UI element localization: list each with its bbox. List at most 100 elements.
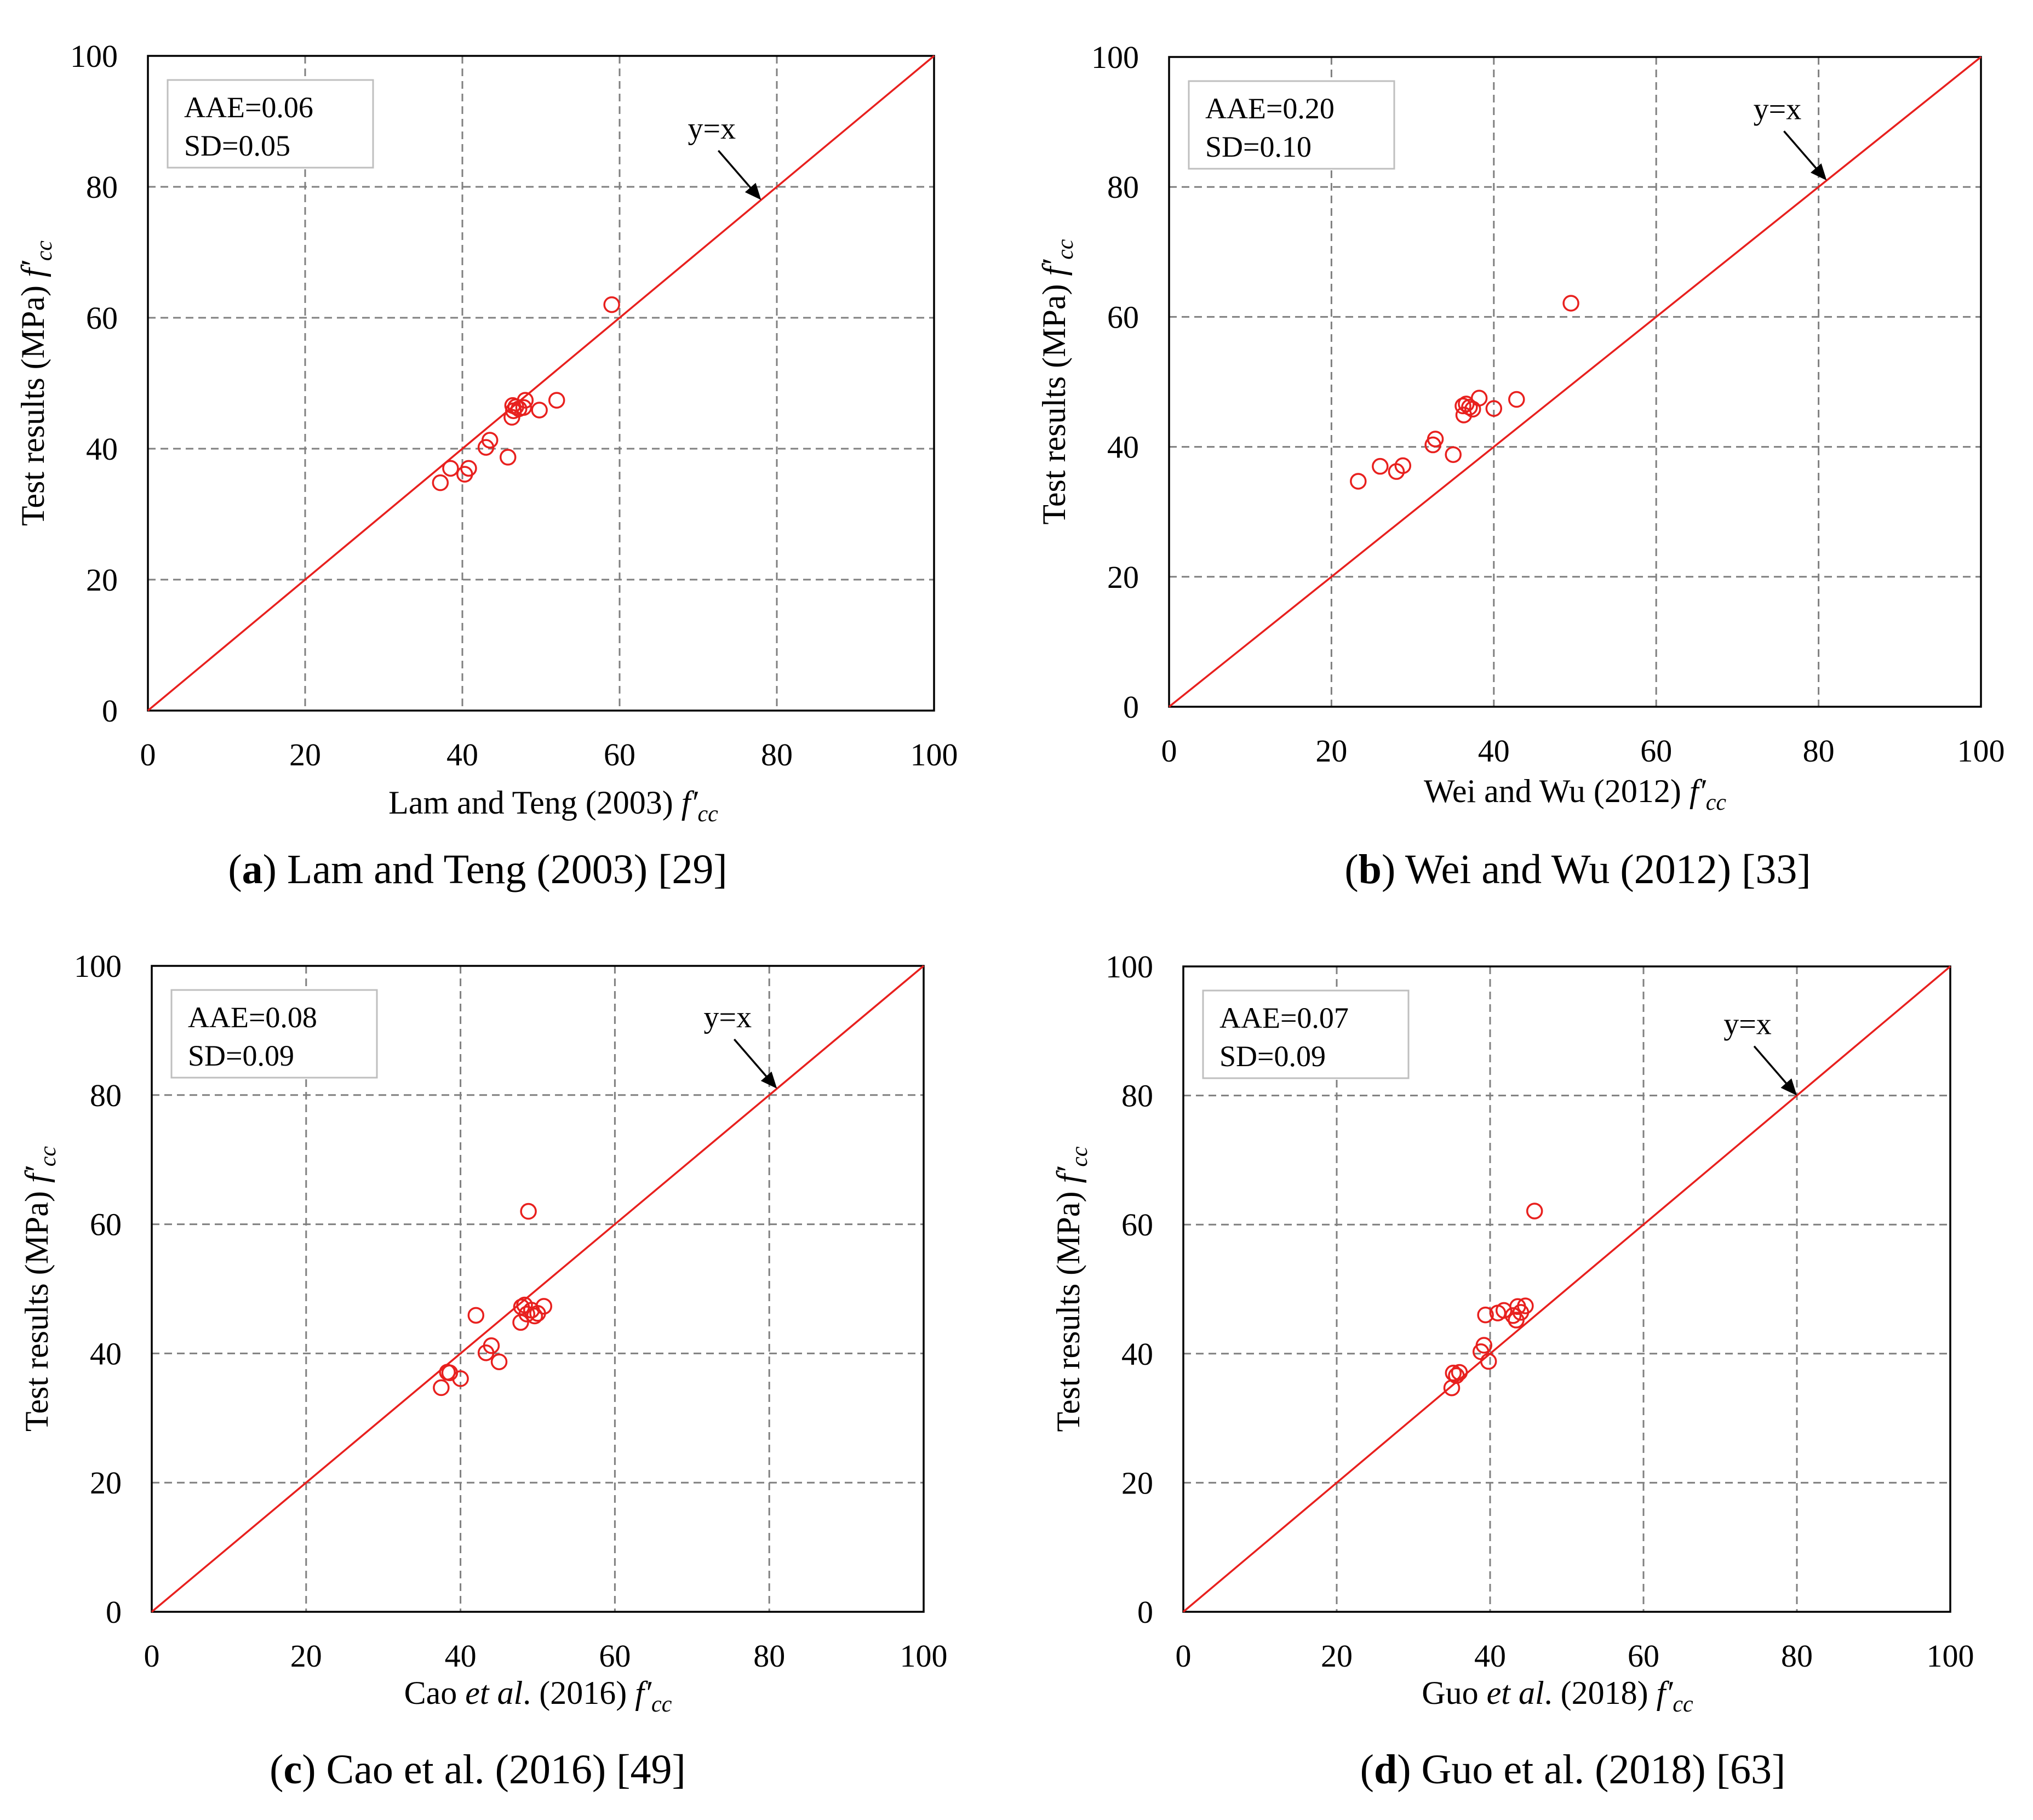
- data-point: [1562, 295, 1579, 312]
- x-tick-label: 0: [1176, 1638, 1192, 1674]
- panel-letter: c: [283, 1747, 302, 1793]
- x-tick-label: 40: [445, 1638, 477, 1674]
- x-tick-label: 40: [446, 737, 478, 772]
- x-axis-title-italic: et al: [465, 1675, 523, 1711]
- x-axis-symbol: f′: [682, 785, 698, 821]
- y-axis-symbol-subscript: cc: [36, 1146, 61, 1167]
- x-axis-symbol-subscript: cc: [698, 802, 719, 827]
- x-tick-label: 60: [604, 737, 635, 772]
- data-point: [1517, 1297, 1534, 1314]
- panel-caption: (c) Cao et al. (2016) [49]: [270, 1747, 686, 1793]
- data-point: [1485, 400, 1503, 417]
- y-tick-label: 100: [1106, 949, 1153, 985]
- y-tick-label: 80: [1121, 1078, 1153, 1114]
- data-point: [1526, 1203, 1543, 1220]
- identity-line-label: y=x: [688, 112, 736, 146]
- y-tick-label: 100: [74, 948, 122, 984]
- chart-panel-c: 0 20 40 60 80 100 0 20 40 60 80 100 AAE=0.08 SD=0.09 y…: [19, 948, 948, 1793]
- aae-value: AAE=0.06: [184, 91, 313, 124]
- x-axis-symbol: f′: [1657, 1675, 1674, 1711]
- x-tick-label: 100: [910, 737, 958, 772]
- data-point: [1372, 457, 1389, 475]
- plot-frame: [1168, 56, 1982, 708]
- stats-box: [170, 989, 378, 1079]
- identity-line: [1168, 56, 1982, 708]
- y-tick-label: 40: [86, 431, 118, 467]
- y-tick-label: 100: [70, 38, 118, 74]
- data-point: [1470, 390, 1488, 407]
- panel-caption: (a) Lam and Teng (2003) [29]: [228, 846, 727, 892]
- x-axis-symbol-subscript: cc: [1706, 790, 1727, 815]
- data-point: [535, 1298, 553, 1315]
- x-tick-label: 20: [289, 737, 321, 772]
- data-point: [1445, 1364, 1462, 1382]
- aae-value: AAE=0.07: [1219, 1001, 1349, 1034]
- y-tick-label: 60: [86, 300, 118, 336]
- x-axis-title-text: . (2016): [523, 1675, 635, 1711]
- data-point: [490, 1353, 508, 1370]
- data-point: [1445, 446, 1462, 463]
- identity-line-label: y=x: [703, 1000, 752, 1034]
- y-tick-label: 80: [90, 1078, 122, 1113]
- data-point: [1448, 1367, 1465, 1384]
- y-axis-symbol: f′: [19, 1166, 55, 1183]
- panel-caption: (b) Wei and Wu (2012) [33]: [1344, 846, 1811, 892]
- panel-letter: d: [1374, 1747, 1397, 1793]
- data-point: [467, 1307, 485, 1324]
- x-axis-symbol-subscript: cc: [1673, 1692, 1693, 1717]
- x-axis-symbol: f′: [635, 1675, 652, 1711]
- caption-paren: (: [228, 846, 242, 892]
- y-tick-label: 0: [102, 693, 118, 729]
- data-point: [603, 296, 620, 313]
- data-point: [442, 460, 459, 477]
- x-tick-label: 0: [144, 1638, 160, 1674]
- x-axis-title-text: Cao: [404, 1675, 466, 1711]
- x-axis-title: Cao et al. (2016) f′cc: [404, 1675, 672, 1717]
- caption-text: ) Cao et al. (2016) [49]: [302, 1747, 686, 1793]
- y-axis-symbol: f′: [1050, 1166, 1086, 1183]
- x-tick-label: 80: [761, 737, 793, 772]
- data-point: [1461, 399, 1478, 416]
- x-axis-title: Lam and Teng (2003) f′cc: [388, 785, 718, 827]
- y-tick-label: 40: [90, 1336, 122, 1371]
- data-point: [481, 432, 499, 449]
- y-axis-symbol-subscript: cc: [1053, 239, 1078, 260]
- identity-line: [151, 965, 925, 1613]
- stats-box: [1202, 989, 1410, 1079]
- x-tick-label: 100: [1957, 733, 2005, 769]
- y-tick-label: 20: [86, 562, 118, 598]
- caption-text: ) Lam and Teng (2003) [29]: [263, 846, 728, 892]
- y-tick-label: 20: [90, 1465, 122, 1501]
- data-point: [1394, 457, 1412, 474]
- y-axis-title-text: Test results (MPa): [1036, 276, 1072, 525]
- identity-line: [147, 55, 935, 712]
- y-tick-label: 20: [1107, 559, 1139, 595]
- x-tick-label: 80: [1781, 1638, 1813, 1674]
- x-axis-title-text: Guo: [1422, 1675, 1486, 1711]
- data-point: [517, 392, 534, 409]
- data-point: [1475, 1337, 1493, 1354]
- y-tick-label: 0: [1123, 689, 1139, 725]
- arrow-head: [1780, 1078, 1797, 1096]
- sd-value: SD=0.09: [188, 1039, 294, 1072]
- data-point: [1350, 473, 1367, 490]
- y-tick-label: 60: [1121, 1207, 1153, 1243]
- y-axis-title: Test results (MPa) f′cc: [19, 1146, 61, 1432]
- x-axis-title: Wei and Wu (2012) f′cc: [1424, 773, 1726, 815]
- sd-value: SD=0.10: [1205, 130, 1312, 163]
- y-axis-title-text: Test results (MPa): [1050, 1183, 1086, 1432]
- data-point: [460, 460, 477, 477]
- arrow-head: [760, 1071, 777, 1089]
- data-point: [531, 402, 548, 419]
- y-axis-symbol: f′: [15, 260, 51, 277]
- x-axis-symbol: f′: [1690, 773, 1706, 809]
- identity-line: [1182, 965, 1951, 1613]
- y-tick-label: 0: [106, 1594, 122, 1630]
- y-tick-label: 20: [1121, 1465, 1153, 1501]
- x-tick-label: 100: [1927, 1638, 1974, 1674]
- data-point: [432, 474, 449, 491]
- chart-panel-b: 0 20 40 60 80 100 0 20 40 60 80 100 AAE=0.20 SD=0.10 y…: [1036, 39, 2005, 892]
- y-tick-label: 40: [1107, 430, 1139, 465]
- stats-box: [167, 79, 374, 169]
